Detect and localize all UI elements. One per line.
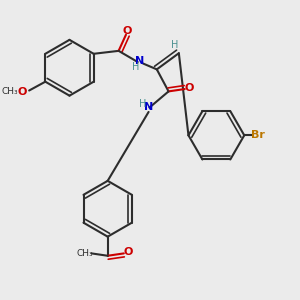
Text: O: O xyxy=(17,87,27,97)
Text: H: H xyxy=(132,62,139,72)
Text: Br: Br xyxy=(251,130,265,140)
Text: H: H xyxy=(139,99,147,109)
Text: N: N xyxy=(144,102,153,112)
Text: O: O xyxy=(122,26,131,36)
Text: N: N xyxy=(135,56,144,66)
Text: O: O xyxy=(123,247,133,257)
Text: CH₃: CH₃ xyxy=(77,249,93,258)
Text: CH₃: CH₃ xyxy=(2,87,18,96)
Text: H: H xyxy=(171,40,178,50)
Text: O: O xyxy=(184,82,194,93)
